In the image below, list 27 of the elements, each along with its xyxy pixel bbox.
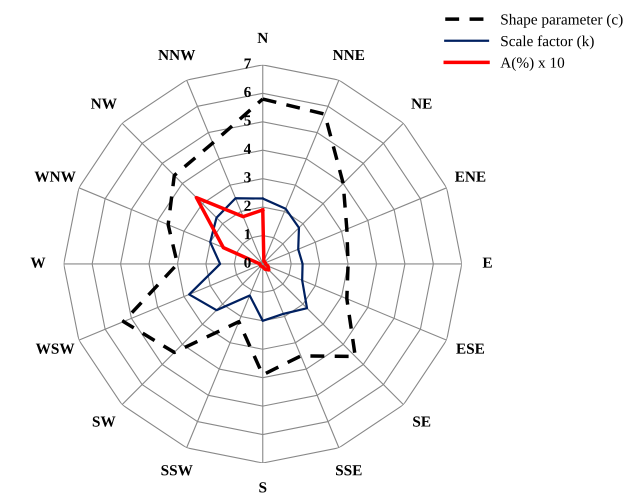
- y-tick-label: 3: [244, 172, 251, 182]
- spoke-label: N: [258, 32, 268, 43]
- y-tick-label: 0: [244, 257, 251, 268]
- spoke-label: W: [30, 258, 46, 268]
- spoke-label: ESE: [456, 344, 484, 354]
- legend-label: Shape parameter (c): [501, 14, 623, 28]
- spoke-label: SW: [92, 416, 116, 427]
- y-tick-label: 4: [244, 144, 252, 154]
- spoke-label: ENE: [454, 172, 486, 182]
- spoke-label: E: [482, 258, 492, 268]
- spoke-label: NE: [411, 98, 432, 109]
- spoke-label: SE: [413, 416, 430, 427]
- y-tick-label: 1: [244, 229, 251, 240]
- spoke-label: S: [259, 482, 266, 493]
- legend-label: A(%) x 10: [500, 57, 564, 71]
- spoke-label: WSW: [36, 344, 74, 354]
- spoke-label: WNW: [34, 172, 76, 182]
- spoke-label: SSE: [336, 465, 362, 476]
- spoke-label: NNW: [158, 50, 196, 60]
- y-tick-label: 2: [244, 200, 251, 211]
- spoke-label: NW: [90, 98, 117, 109]
- y-tick-label: 6: [244, 86, 251, 98]
- spoke-label: NNE: [332, 50, 364, 60]
- spoke-label: SSW: [161, 465, 193, 476]
- legend-label: Scale factor (k): [501, 35, 594, 50]
- y-tick-label: 7: [244, 58, 251, 69]
- y-tick-label: 5: [244, 115, 251, 126]
